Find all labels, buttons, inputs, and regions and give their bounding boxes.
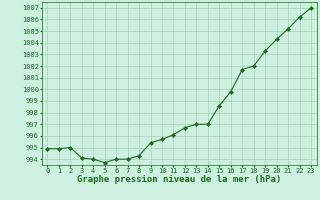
X-axis label: Graphe pression niveau de la mer (hPa): Graphe pression niveau de la mer (hPa) [77,175,281,184]
